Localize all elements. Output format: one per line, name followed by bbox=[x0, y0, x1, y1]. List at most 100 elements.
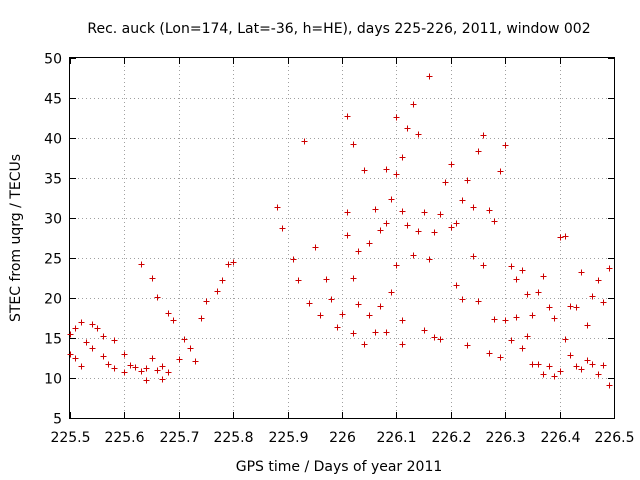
data-point bbox=[470, 204, 477, 211]
y-tick-label: 25 bbox=[44, 252, 62, 268]
y-axis-label: STEC from uqrg / TECUs bbox=[8, 154, 24, 322]
data-point bbox=[399, 341, 406, 348]
data-point bbox=[535, 361, 542, 368]
data-point bbox=[170, 317, 177, 324]
data-point bbox=[508, 337, 515, 344]
data-point bbox=[404, 222, 411, 229]
data-point bbox=[225, 261, 232, 268]
data-point bbox=[78, 363, 85, 370]
data-point bbox=[573, 363, 580, 370]
x-tick-label: 226.4 bbox=[540, 430, 580, 446]
data-point bbox=[437, 336, 444, 343]
data-point bbox=[154, 294, 161, 301]
data-point bbox=[578, 366, 585, 373]
data-point bbox=[404, 125, 411, 132]
data-point bbox=[339, 311, 346, 318]
data-point bbox=[519, 345, 526, 352]
data-point bbox=[399, 208, 406, 215]
data-point bbox=[595, 277, 602, 284]
data-point bbox=[214, 288, 221, 295]
data-point bbox=[497, 354, 504, 361]
data-point bbox=[562, 336, 569, 343]
data-point bbox=[344, 209, 351, 216]
data-point bbox=[67, 331, 74, 338]
data-point bbox=[584, 357, 591, 364]
data-point bbox=[132, 364, 139, 371]
data-point bbox=[459, 296, 466, 303]
data-point bbox=[508, 263, 515, 270]
data-point bbox=[519, 267, 526, 274]
data-point bbox=[89, 345, 96, 352]
data-point bbox=[154, 367, 161, 374]
data-point bbox=[502, 317, 509, 324]
data-point bbox=[317, 312, 324, 319]
data-point bbox=[606, 382, 613, 389]
data-point bbox=[540, 273, 547, 280]
x-axis: 225.5 225.6 225.7 225.8 225.9 226 226.1 226.2 22… bbox=[50, 58, 635, 446]
data-point bbox=[290, 256, 297, 263]
data-point bbox=[421, 209, 428, 216]
data-point bbox=[111, 337, 118, 344]
data-point bbox=[415, 228, 422, 235]
chart-title: Rec. auck (Lon=174, Lat=-36, h=HE), days… bbox=[87, 21, 590, 37]
data-point bbox=[453, 282, 460, 289]
data-point bbox=[557, 234, 564, 241]
data-point bbox=[372, 206, 379, 213]
data-point bbox=[230, 259, 237, 266]
data-point bbox=[600, 362, 607, 369]
y-tick-label: 20 bbox=[44, 292, 62, 308]
data-point bbox=[480, 262, 487, 269]
data-point bbox=[464, 342, 471, 349]
data-point bbox=[431, 229, 438, 236]
data-point bbox=[355, 301, 362, 308]
data-point bbox=[551, 373, 558, 380]
x-tick-label: 225.7 bbox=[159, 430, 199, 446]
data-point bbox=[448, 161, 455, 168]
data-point bbox=[138, 368, 145, 375]
data-point bbox=[388, 196, 395, 203]
y-tick-label: 15 bbox=[44, 332, 62, 348]
data-point bbox=[589, 293, 596, 300]
data-point bbox=[176, 356, 183, 363]
data-point bbox=[442, 179, 449, 186]
data-point bbox=[589, 361, 596, 368]
data-point bbox=[306, 300, 313, 307]
data-point bbox=[595, 371, 602, 378]
y-tick-label: 30 bbox=[44, 212, 62, 228]
data-point bbox=[121, 369, 128, 376]
data-point bbox=[159, 363, 166, 370]
data-point bbox=[149, 275, 156, 282]
y-tick-label: 45 bbox=[44, 92, 62, 108]
data-point bbox=[383, 220, 390, 227]
data-point bbox=[421, 327, 428, 334]
data-point bbox=[350, 330, 357, 337]
data-point bbox=[181, 336, 188, 343]
data-point bbox=[350, 141, 357, 148]
data-point bbox=[562, 233, 569, 240]
data-point bbox=[567, 303, 574, 310]
data-point bbox=[567, 352, 574, 359]
data-point bbox=[393, 114, 400, 121]
data-point bbox=[578, 269, 585, 276]
data-point bbox=[388, 289, 395, 296]
data-point bbox=[426, 73, 433, 80]
data-point bbox=[475, 148, 482, 155]
data-point bbox=[72, 325, 79, 332]
data-point bbox=[372, 329, 379, 336]
data-point bbox=[399, 154, 406, 161]
data-point bbox=[187, 345, 194, 352]
data-point bbox=[366, 312, 373, 319]
data-point bbox=[437, 211, 444, 218]
data-point bbox=[557, 368, 564, 375]
data-point bbox=[198, 315, 205, 322]
data-point bbox=[344, 113, 351, 120]
data-point bbox=[159, 376, 166, 383]
data-point bbox=[606, 265, 613, 272]
data-point bbox=[513, 276, 520, 283]
data-point bbox=[584, 322, 591, 329]
data-point bbox=[529, 361, 536, 368]
x-tick-label: 225.9 bbox=[268, 430, 308, 446]
data-point bbox=[143, 377, 150, 384]
y-tick-label: 35 bbox=[44, 172, 62, 188]
